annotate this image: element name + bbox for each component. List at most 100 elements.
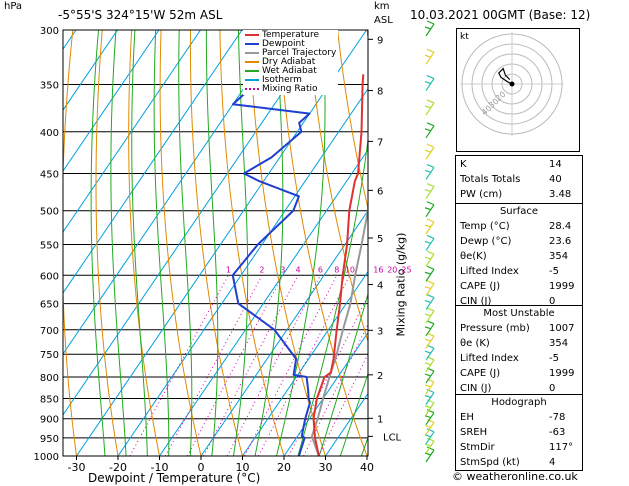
wind-barb-flag [426,48,435,53]
index-row: Totals Totals 40 [456,172,582,187]
legend-item: Parcel Trajectory [245,49,336,58]
most-unstable-value: 354 [549,338,569,349]
wet-adiabat-line [153,30,170,456]
wind-barb-flag [426,250,435,255]
wind-barb-flag [424,350,432,354]
wind-barb-flag [426,265,435,270]
wind-barb-flag [424,26,432,30]
wind-barb-staff [425,381,435,395]
wind-barb-flag [426,234,435,240]
legend-label: Temperature [262,30,320,40]
wind-barb-flag [426,143,435,148]
isotherm-line [159,148,368,456]
wind-barb-flag [426,307,435,312]
wind-barb [424,183,435,199]
hodograph-frame [456,28,580,152]
wind-barb [424,409,435,426]
index-label: K [460,159,467,170]
isotherm-line [63,30,326,416]
surface-row: CIN (J) 0 [456,294,582,309]
legend-label: Wet Adiabat [262,66,317,76]
x-tick-label: 30 [319,461,333,474]
most-unstable-label: Pressure (mb) [460,323,530,334]
mixing-ratio-line [258,275,351,456]
height-tick-label: 4 [377,281,383,292]
surface-value: 28.4 [549,221,572,232]
wind-barb [424,163,435,180]
wind-barb-staff [425,347,435,361]
index-value: 14 [549,159,562,170]
wind-barb [424,418,435,435]
mixing-ratio-axis-label: Mixing Ratio (g/kg) [394,232,408,337]
wind-barb [424,99,435,116]
wind-barb-staff [425,125,435,139]
wind-barb-flag [426,20,435,25]
wind-barb-staff [425,392,435,405]
wind-barb-staff [425,221,435,235]
mixing-ratio-label: 20 [387,265,397,274]
most-unstable-label: CAPE (J) [460,368,501,379]
isotherm-line [283,331,368,456]
wind-barb-flag [426,320,435,325]
mixing-ratio-label: 8 [334,265,339,274]
dry-adiabat-line [278,30,368,456]
dry-adiabat-line [159,30,202,456]
surface-label: Temp (°C) [460,221,510,232]
mixing-ratio-line [226,275,321,456]
temperature-line [312,74,365,456]
legend-item: Isotherm [245,76,336,85]
hodograph-stat-value: 117° [549,442,574,453]
mixing-ratio-label: 10 [345,265,355,274]
mixing-ratio-label: 25 [401,265,411,274]
wind-barb-flag [426,332,435,337]
wind-barb-staff [425,268,435,282]
most-unstable-value: 1007 [549,323,575,334]
pressure-tick-label: 600 [40,271,59,282]
wind-barb-staff [425,440,435,454]
surface-title: Surface [499,206,539,217]
wet-adiabat-line [297,135,368,456]
legend-item: Wet Adiabat [245,67,336,76]
wind-barb-flag [424,394,432,399]
pressure-tick-label: 850 [40,394,59,405]
wind-barb-flag [424,384,432,388]
legend-swatch [245,87,259,90]
wet-adiabat-line [205,30,219,456]
hodograph-stat-label: SREH [460,427,488,438]
most-unstable-value: 0 [549,383,556,394]
pressure-tick-label: 700 [40,326,59,337]
wind-barb-flag [424,80,432,85]
wind-barb-flag [424,224,432,228]
hodograph-stat-row: SREH -63 [456,425,582,440]
wind-barb-flag [424,326,432,330]
mixing-ratio-line [288,294,368,456]
index-label: PW (cm) [460,189,503,200]
wind-barb-staff [425,102,435,116]
pressure-tick-label: 450 [40,169,59,180]
most-unstable-panel: Most Unstable Pressure (mb) 1007 θe (K) 354… [455,305,583,397]
wind-barb [424,250,435,267]
legend-swatch [245,60,259,63]
x-tick-label: 10 [236,461,250,474]
index-value: 40 [549,174,562,185]
legend-item: Temperature [245,31,336,40]
most-unstable-value: -5 [549,353,559,364]
hodograph-stat-row: EH -78 [456,410,582,425]
wind-barb-flag [424,128,432,132]
surface-row: Dewp (°C) 23.6 [456,234,582,249]
wet-adiabat-line [339,372,368,456]
pressure-tick-label: 750 [40,350,59,361]
most-unstable-row: CAPE (J) 1999 [456,366,582,381]
wind-barb-staff [425,323,435,337]
wet-adiabat-line [318,292,368,456]
wind-barb-staff [425,359,435,373]
hodograph-stat-value: -78 [549,412,566,423]
wind-barb-flag [424,207,432,211]
km-label: km [374,1,390,12]
wind-barb-staff [425,335,435,349]
hodograph-stat-value: 4 [549,457,556,468]
dry-adiabat-line [189,30,244,456]
wind-barb-flag [426,122,435,127]
isotherm-line [117,87,368,456]
isotherm-line [63,30,243,294]
